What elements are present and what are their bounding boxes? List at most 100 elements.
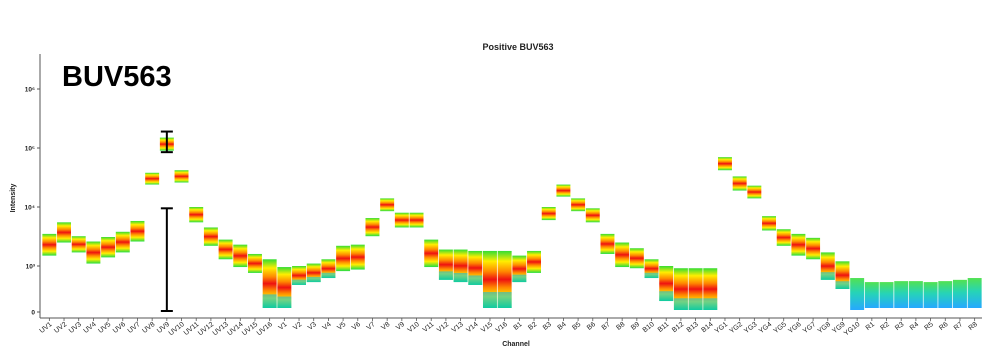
x-tick-label-v15: V15 [480,321,494,334]
x-tick-label-yg3: YG3 [743,321,758,335]
x-tick-label-v4: V4 [322,321,333,332]
heatmap-column-uv1 [42,233,57,256]
x-tick-label-uv15: UV15 [241,321,259,337]
heatmap-column-yg3 [747,185,762,199]
x-tick-label-v7: V7 [366,321,377,332]
x-tick-label-v11: V11 [422,321,436,334]
heatmap-column-r2 [879,282,894,308]
x-tick-label-yg7: YG7 [802,321,817,335]
x-tick-label-r3: R3 [894,321,905,332]
heatmap-tail-v1 [277,296,292,308]
heatmap-column-v10 [409,212,424,228]
heatmap-column-uv3 [71,236,86,253]
overlay-label: BUV563 [62,61,172,93]
x-tick-label-uv5: UV5 [97,321,112,335]
heatmap-column-uv4 [86,241,101,264]
heatmap-tail-yg8 [820,272,835,280]
x-tick-label-yg4: YG4 [758,321,773,335]
y-tick-label: 10⁵ [25,146,35,153]
heatmap-tail-v15 [482,292,497,308]
heatmap-tail-v3 [306,276,321,283]
heatmap-column-b9 [629,248,644,269]
x-tick-label-r6: R6 [938,321,949,332]
x-tick-label-b9: B9 [630,321,641,332]
x-tick-label-v3: V3 [307,321,318,332]
x-tick-label-b1: B1 [513,321,524,332]
heatmap-column-v5 [336,245,351,272]
x-tick-label-b3: B3 [542,321,553,332]
x-tick-label-uv16: UV16 [256,321,274,337]
x-tick-label-uv2: UV2 [53,321,68,335]
x-tick-label-yg2: YG2 [729,321,744,335]
heatmap-column-b8 [615,242,630,268]
x-tick-label-v12: V12 [436,321,450,334]
x-tick-label-b6: B6 [586,321,597,332]
x-tick-label-b12: B12 [671,321,685,334]
x-tick-label-v8: V8 [380,321,391,332]
x-tick-label-r4: R4 [909,321,920,332]
heatmap-column-uv14 [233,244,248,268]
heatmap-column-b4 [556,184,571,197]
x-tick-label-b2: B2 [527,321,538,332]
heatmap-column-b2 [527,250,541,273]
x-tick-label-v10: V10 [407,321,421,334]
x-tick-label-uv1: UV1 [39,321,54,335]
heatmap-column-v9 [394,212,409,228]
heatmap-column-r1 [864,282,879,308]
x-tick-label-uv14: UV14 [226,321,244,337]
heatmap-column-r7 [952,279,967,308]
x-tick-label-uv10: UV10 [168,321,186,337]
heatmap-tail-v2 [292,279,306,285]
heatmap-column-yg4 [762,216,776,231]
heatmap-column-b7 [600,233,615,254]
y-tick-label: 10³ [26,264,36,271]
heatmap-column-uv8 [145,172,160,185]
x-tick-label-b13: B13 [686,321,700,334]
x-tick-label-uv8: UV8 [141,321,156,335]
heatmap-tail-b12 [673,298,688,310]
x-tick-label-uv6: UV6 [112,321,127,335]
heatmap-column-v7 [365,218,380,237]
heatmap-tail-v16 [497,292,512,308]
heatmap-column-b6 [585,208,600,223]
heatmap-tail-b11 [659,291,674,302]
x-tick-label-r1: R1 [865,321,876,332]
heatmap-tail-b14 [703,298,718,310]
x-tick-label-uv4: UV4 [83,321,98,335]
heatmap-column-uv12 [203,227,218,246]
x-tick-label-uv11: UV11 [183,321,201,337]
heatmap-tail-yg9 [835,281,850,289]
heatmap-column-r4 [908,281,923,308]
x-tick-label-yg5: YG5 [773,321,788,335]
x-tick-label-yg10: YG10 [843,321,861,338]
x-tick-label-r8: R8 [968,321,979,332]
heatmap-tail-b10 [644,272,659,279]
y-tick-label: 10⁶ [25,87,35,94]
x-tick-label-v9: V9 [395,321,406,332]
heatmap-tail-b1 [512,274,527,283]
x-tick-label-v5: V5 [336,321,347,332]
x-axis-label: Channel [502,341,530,348]
x-tick-label-r5: R5 [923,321,934,332]
heatmap-column-uv15 [247,253,262,273]
y-axis-label: Intensity [10,184,17,213]
heatmap-column-uv13 [218,239,233,260]
heatmap-tail-v14 [468,275,483,285]
heatmap-column-yg10 [850,278,865,310]
x-tick-label-v1: V1 [278,321,289,332]
heatmap-column-r3 [894,281,909,308]
heatmap-column-uv6 [115,231,130,253]
heatmap-column-b5 [571,198,586,212]
x-tick-label-v14: V14 [465,321,479,334]
x-tick-label-b7: B7 [601,321,612,332]
heatmap-column-uv2 [57,222,71,243]
heatmap-column-r5 [923,282,938,308]
heatmap-column-r6 [938,281,953,308]
heatmap-tail-v12 [438,271,453,280]
heatmap-column-uv7 [130,220,145,242]
x-tick-label-b5: B5 [571,321,582,332]
x-tick-label-r7: R7 [953,321,964,332]
heatmap-column-v6 [350,244,365,270]
heatmap-column-yg7 [806,237,821,260]
